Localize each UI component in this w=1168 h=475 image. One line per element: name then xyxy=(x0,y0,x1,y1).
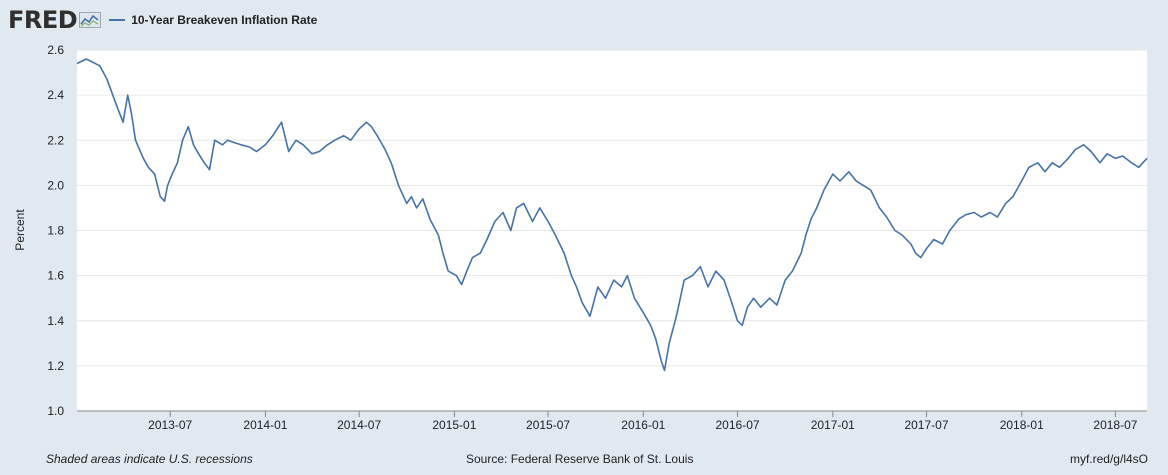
chart-header: FRED 10-Year Breakeven Inflation Rate xyxy=(8,6,317,34)
legend-swatch xyxy=(109,19,126,21)
short-url-link[interactable]: myf.red/g/l4sO xyxy=(1069,452,1148,466)
x-tick-label: 2015-07 xyxy=(526,418,570,432)
y-tick-label: 2.2 xyxy=(47,133,64,147)
recession-note: Shaded areas indicate U.S. recessions xyxy=(46,452,253,466)
y-tick-label: 1.2 xyxy=(47,359,64,373)
legend[interactable]: 10-Year Breakeven Inflation Rate xyxy=(109,13,317,27)
fred-logo[interactable]: FRED xyxy=(8,6,78,34)
y-tick-label: 2.6 xyxy=(47,43,64,57)
x-tick-label: 2013-07 xyxy=(148,418,192,432)
x-tick-label: 2017-01 xyxy=(811,418,855,432)
y-tick-label: 1.8 xyxy=(47,224,64,238)
x-tick-label: 2018-01 xyxy=(1000,418,1044,432)
y-tick-label: 2.0 xyxy=(47,178,64,192)
x-tick-label: 2018-07 xyxy=(1093,418,1137,432)
y-tick-label: 1.6 xyxy=(47,269,64,283)
y-axis-label: Percent xyxy=(13,209,27,251)
x-tick-label: 2015-01 xyxy=(432,418,476,432)
y-tick-label: 1.4 xyxy=(47,314,64,328)
line-chart-icon xyxy=(79,12,102,28)
chart-footer: Shaded areas indicate U.S. recessions So… xyxy=(0,450,1168,468)
x-tick-label: 2014-07 xyxy=(337,418,381,432)
source-credit: Source: Federal Reserve Bank of St. Loui… xyxy=(466,452,694,466)
x-tick-label: 2016-01 xyxy=(621,418,665,432)
x-tick-label: 2014-01 xyxy=(243,418,287,432)
y-tick-label: 1.0 xyxy=(47,404,64,418)
series-group xyxy=(76,58,1148,372)
y-tick-label: 2.4 xyxy=(47,88,64,102)
x-tick-label: 2017-07 xyxy=(904,418,948,432)
x-tick-label: 2016-07 xyxy=(716,418,760,432)
x-axis-ticks: 2013-07 2014-01 2014-07 2015-01 2015-07 2016-… xyxy=(77,410,1147,432)
y-axis-ticks: 1.0 1.2 1.4 1.6 1.8 2.0 2.2 2.4 2.6 xyxy=(47,43,64,418)
legend-label: 10-Year Breakeven Inflation Rate xyxy=(131,13,318,27)
series-line xyxy=(76,58,1148,372)
